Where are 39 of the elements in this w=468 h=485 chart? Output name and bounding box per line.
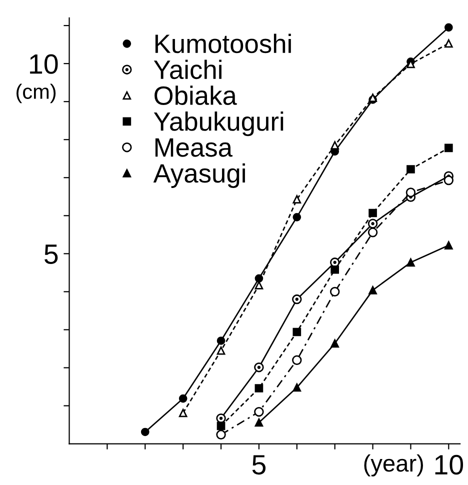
point xyxy=(330,339,340,348)
x-axis-title: (year) xyxy=(364,454,423,476)
legend-label: Ayasugi xyxy=(153,163,245,188)
point xyxy=(406,165,415,174)
point xyxy=(216,336,226,345)
point xyxy=(254,281,264,290)
point xyxy=(254,384,264,392)
point xyxy=(368,208,377,218)
point xyxy=(216,346,226,355)
point xyxy=(330,286,340,297)
point xyxy=(444,241,453,250)
y-axis-title: (cm) xyxy=(16,84,56,104)
point xyxy=(292,355,302,365)
point xyxy=(292,195,302,204)
point xyxy=(444,144,453,152)
point xyxy=(140,428,150,436)
point xyxy=(292,383,302,392)
point xyxy=(292,328,302,336)
point xyxy=(254,406,264,417)
legend-label: Yabukuguri xyxy=(154,112,284,136)
point xyxy=(444,175,454,186)
point xyxy=(292,213,302,222)
point xyxy=(368,228,378,238)
point xyxy=(330,141,340,150)
point xyxy=(216,422,226,430)
point xyxy=(406,188,416,198)
point xyxy=(330,265,340,274)
legend-label: Kumotooshi xyxy=(155,34,291,54)
legend-label: Obiaka xyxy=(154,86,237,105)
point xyxy=(406,258,415,267)
point xyxy=(368,286,377,294)
legend-label: Measa xyxy=(155,138,233,157)
point xyxy=(254,418,264,427)
point xyxy=(444,23,453,32)
point xyxy=(444,39,453,48)
point xyxy=(216,430,226,440)
point xyxy=(178,394,188,403)
legend-label: Yaichi xyxy=(154,60,222,80)
point xyxy=(178,408,188,418)
